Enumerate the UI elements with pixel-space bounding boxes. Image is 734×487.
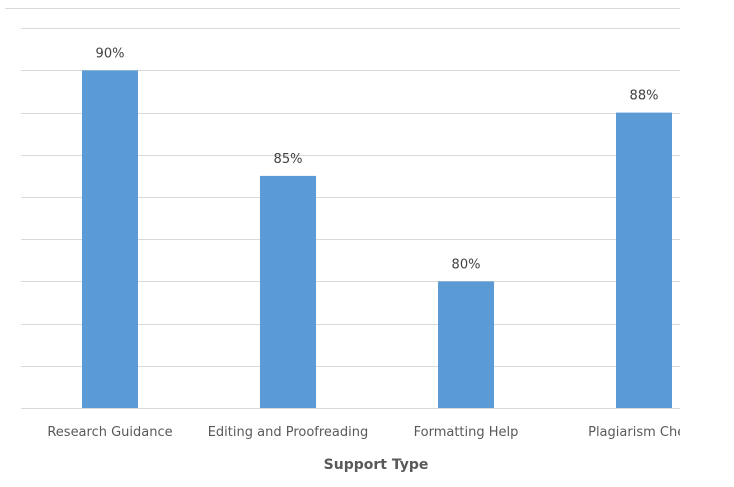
x-tick-label: Plagiarism Check — [588, 425, 700, 440]
x-axis-title: Support Type — [324, 457, 429, 473]
x-tick-label: Formatting Help — [414, 425, 519, 440]
bar — [260, 175, 316, 408]
bar — [82, 70, 138, 409]
data-label: 90% — [96, 46, 125, 61]
data-label: 88% — [630, 89, 659, 104]
data-label: 80% — [452, 257, 481, 272]
bar — [616, 112, 672, 408]
x-tick-label: Research Guidance — [47, 425, 172, 440]
x-tick-label: Editing and Proofreading — [208, 425, 369, 440]
bar — [438, 281, 494, 408]
data-label: 85% — [274, 152, 303, 167]
